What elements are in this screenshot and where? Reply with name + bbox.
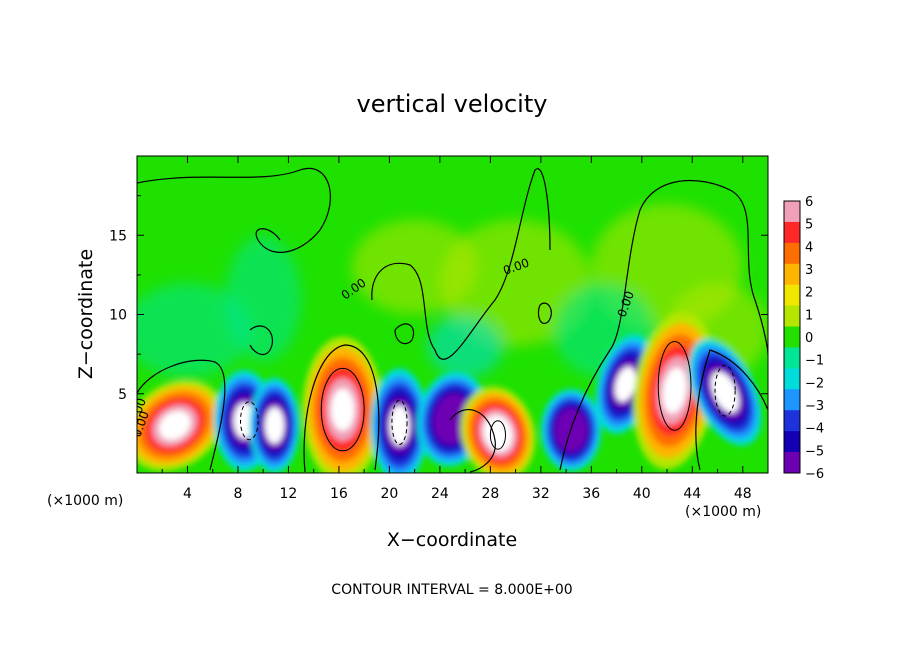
positive-contour [657,340,692,431]
colorbar-tick-label: 5 [805,218,813,233]
colorbar-swatch [784,347,800,369]
velocity-ring [483,415,513,452]
x-unit-label-right: (×1000 m) [685,504,761,520]
colorbar-tick-label: −5 [805,444,824,459]
colorbar-swatch [784,305,800,328]
velocity-ring [158,410,191,441]
plot-field: 0.000.000.000.000.00 [127,156,768,473]
positive-contour [489,420,506,450]
colorbar-tick-label: 2 [805,286,813,301]
contour-interval-footer: CONTOUR INTERVAL = 8.000E+00 [331,582,572,598]
colorbar-tick-label: 3 [805,263,813,278]
updraft-core [302,336,384,473]
weak-anomaly [427,314,503,378]
velocity-ring [389,405,410,446]
zero-contour [449,409,496,473]
colorbar-tick-label: −2 [805,376,824,391]
velocity-ring [662,367,687,414]
colorbar: 6 5 4 3 2 1 0 −1 −2 −3 −4 −5 −6 [783,195,824,482]
weak-anomaly [225,235,301,362]
colorbar-swatch [784,263,800,286]
y-tick-label: 15 [109,228,127,244]
x-tick-label: 32 [532,486,550,502]
downdraft-core [370,368,429,473]
x-tick-label: 16 [330,486,348,502]
x-tick-label: 4 [183,486,192,502]
x-tick-label: 8 [233,486,242,502]
x-tick-label: 44 [683,486,701,502]
zero-contour [559,179,768,471]
y-tick-label: 5 [118,387,127,403]
updraft-core [460,386,536,473]
colorbar-swatch [784,284,800,307]
x-tick-label: 36 [582,486,600,502]
updraft-core [137,380,225,471]
zero-contour [249,325,274,355]
colorbar-swatch [784,201,800,223]
x-axis-label: X−coordinate [387,529,517,551]
velocity-ring [264,407,285,444]
chart-title: vertical velocity [357,90,548,118]
colorbar-tick-label: −4 [805,422,824,437]
downdraft-core [249,377,300,473]
x-unit-label-left: (×1000 m) [47,493,123,509]
zero-contour [137,359,226,471]
velocity-ring [711,371,740,413]
x-axis-ticks: 4 8 12 16 20 24 28 32 36 40 44 48 [161,156,752,502]
positive-contour [320,367,365,452]
x-tick-label: 12 [280,486,298,502]
downdraft-core [688,338,762,446]
colorbar-tick-label: −1 [805,354,824,369]
colorbar-swatch [784,431,800,453]
colorbar-swatch [784,326,800,348]
y-tick-label: 10 [109,308,127,324]
velocity-ring [614,366,636,402]
zero-contour [303,344,380,473]
colorbar-tick-label: −6 [805,467,824,482]
contour-label: 0.00 [127,396,149,426]
x-tick-label: 24 [431,486,449,502]
negative-contour [391,399,408,445]
zero-contour [137,167,331,253]
x-tick-label: 48 [734,486,752,502]
colorbar-tick-label: 6 [805,195,813,210]
y-axis-label: Z−coordinate [75,249,97,379]
colorbar-swatch [784,221,800,244]
colorbar-swatch [784,410,800,432]
colorbar-swatch [784,368,800,390]
x-tick-label: 20 [380,486,398,502]
zero-contour [371,168,551,360]
zero-contour [394,323,415,345]
colorbar-swatch [784,389,800,411]
negative-contour [239,401,259,441]
colorbar-frame [783,200,801,474]
colorbar-tick-label: 4 [805,240,813,255]
weak-anomaly [137,282,251,378]
colorbar-swatch [784,452,800,474]
zero-contour [537,302,552,324]
colorbar-swatch [784,242,800,265]
downdraft-core [595,334,656,434]
zero-contour [695,349,768,471]
x-tick-label: 28 [481,486,499,502]
colorbar-tick-label: 1 [805,308,813,323]
y-axis-ticks: 5 10 15 [109,195,768,434]
colorbar-tick-label: 0 [805,331,813,346]
colorbar-tick-label: −3 [805,399,824,414]
negative-contour [714,364,736,417]
weak-anomaly [439,219,592,346]
x-tick-label: 40 [633,486,651,502]
velocity-ring [330,388,355,431]
